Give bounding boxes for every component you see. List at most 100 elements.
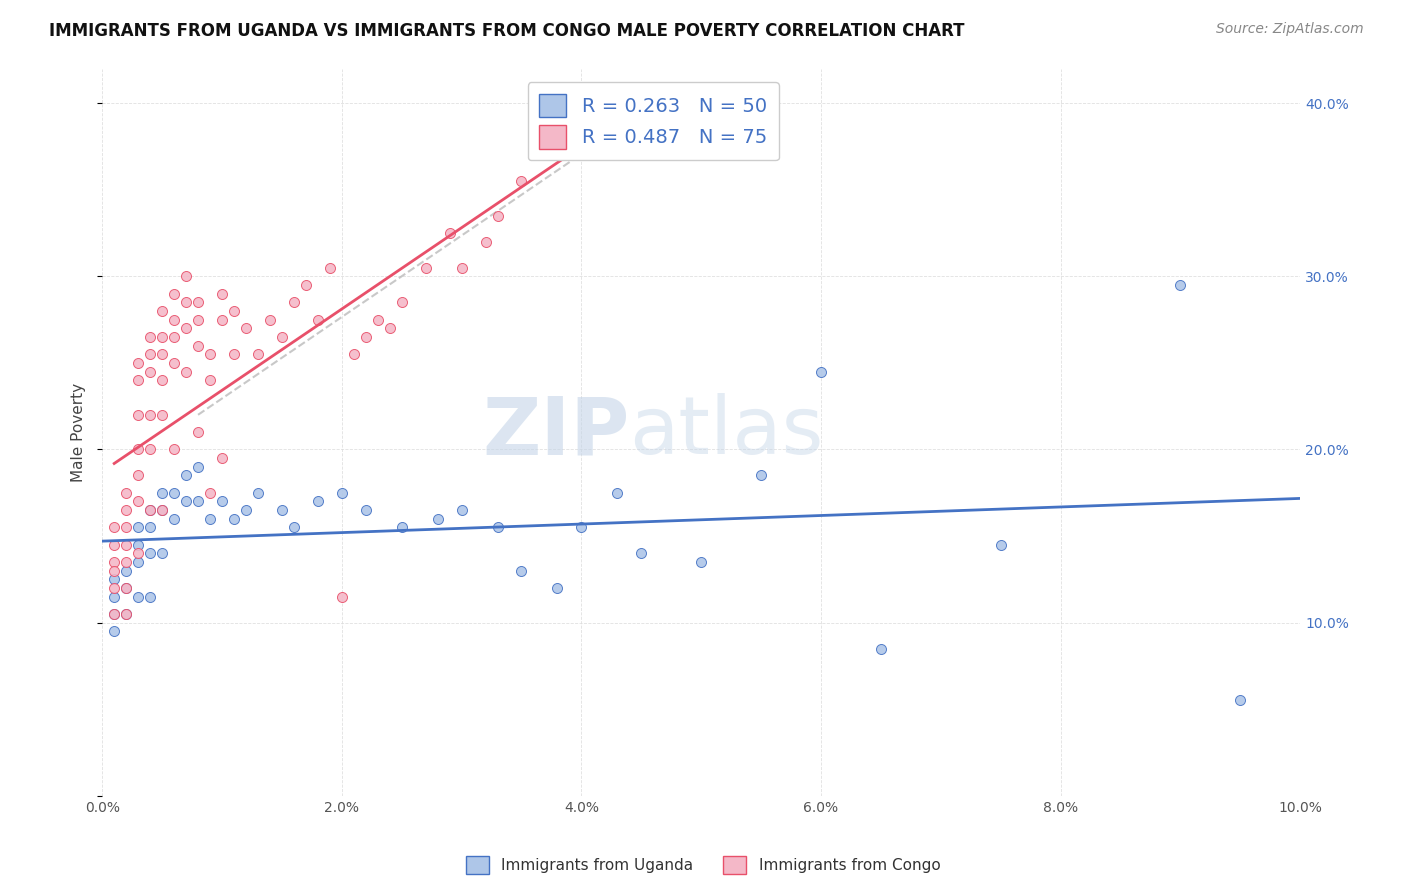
Point [235, 503, 257, 517]
Point [163, 485, 186, 500]
Point [127, 356, 149, 370]
Point [211, 312, 233, 326]
Point [307, 494, 329, 508]
Point [198, 485, 221, 500]
Legend: Immigrants from Uganda, Immigrants from Congo: Immigrants from Uganda, Immigrants from … [460, 850, 946, 880]
Point [103, 572, 125, 586]
Point [211, 286, 233, 301]
Point [127, 590, 149, 604]
Point [330, 590, 353, 604]
Point [115, 564, 138, 578]
Point [139, 590, 162, 604]
Point [235, 321, 257, 335]
Point [246, 347, 269, 361]
Point [354, 503, 377, 517]
Point [115, 503, 138, 517]
Point [174, 364, 197, 378]
Point [163, 511, 186, 525]
Point [690, 555, 713, 569]
Point [187, 425, 209, 439]
Point [1229, 693, 1251, 707]
Point [115, 485, 138, 500]
Point [330, 485, 353, 500]
Point [869, 641, 891, 656]
Point [510, 564, 533, 578]
Point [150, 485, 173, 500]
Point [1168, 277, 1191, 292]
Point [127, 373, 149, 387]
Point [198, 373, 221, 387]
Point [150, 304, 173, 318]
Point [163, 312, 186, 326]
Point [163, 356, 186, 370]
Point [354, 330, 377, 344]
Point [378, 321, 401, 335]
Point [558, 148, 581, 162]
Point [546, 581, 568, 595]
Point [211, 494, 233, 508]
Point [174, 269, 197, 284]
Text: ZIP: ZIP [482, 393, 630, 471]
Point [222, 304, 245, 318]
Point [150, 546, 173, 560]
Y-axis label: Male Poverty: Male Poverty [72, 383, 86, 482]
Point [569, 520, 592, 534]
Point [139, 347, 162, 361]
Point [391, 295, 413, 310]
Point [749, 468, 772, 483]
Point [103, 555, 125, 569]
Point [163, 330, 186, 344]
Text: Source: ZipAtlas.com: Source: ZipAtlas.com [1216, 22, 1364, 37]
Point [391, 520, 413, 534]
Point [103, 564, 125, 578]
Text: atlas: atlas [630, 393, 824, 471]
Point [307, 312, 329, 326]
Point [174, 494, 197, 508]
Point [103, 581, 125, 595]
Point [319, 260, 342, 275]
Point [127, 468, 149, 483]
Point [990, 538, 1012, 552]
Point [534, 139, 557, 153]
Point [150, 373, 173, 387]
Point [187, 338, 209, 352]
Point [115, 607, 138, 621]
Point [486, 520, 509, 534]
Point [103, 624, 125, 639]
Point [115, 555, 138, 569]
Point [810, 364, 832, 378]
Point [187, 312, 209, 326]
Point [270, 330, 292, 344]
Point [139, 503, 162, 517]
Point [139, 364, 162, 378]
Point [103, 538, 125, 552]
Point [486, 209, 509, 223]
Point [270, 503, 292, 517]
Point [606, 485, 628, 500]
Point [198, 511, 221, 525]
Point [127, 442, 149, 457]
Point [295, 277, 318, 292]
Point [474, 235, 496, 249]
Point [103, 607, 125, 621]
Point [163, 442, 186, 457]
Point [139, 408, 162, 422]
Point [510, 174, 533, 188]
Point [174, 295, 197, 310]
Point [246, 485, 269, 500]
Point [103, 590, 125, 604]
Point [222, 347, 245, 361]
Point [103, 520, 125, 534]
Point [174, 321, 197, 335]
Point [139, 503, 162, 517]
Text: IMMIGRANTS FROM UGANDA VS IMMIGRANTS FROM CONGO MALE POVERTY CORRELATION CHART: IMMIGRANTS FROM UGANDA VS IMMIGRANTS FRO… [49, 22, 965, 40]
Point [127, 408, 149, 422]
Point [127, 538, 149, 552]
Point [259, 312, 281, 326]
Point [198, 347, 221, 361]
Point [150, 347, 173, 361]
Point [150, 330, 173, 344]
Point [439, 226, 461, 240]
Point [174, 468, 197, 483]
Point [426, 511, 449, 525]
